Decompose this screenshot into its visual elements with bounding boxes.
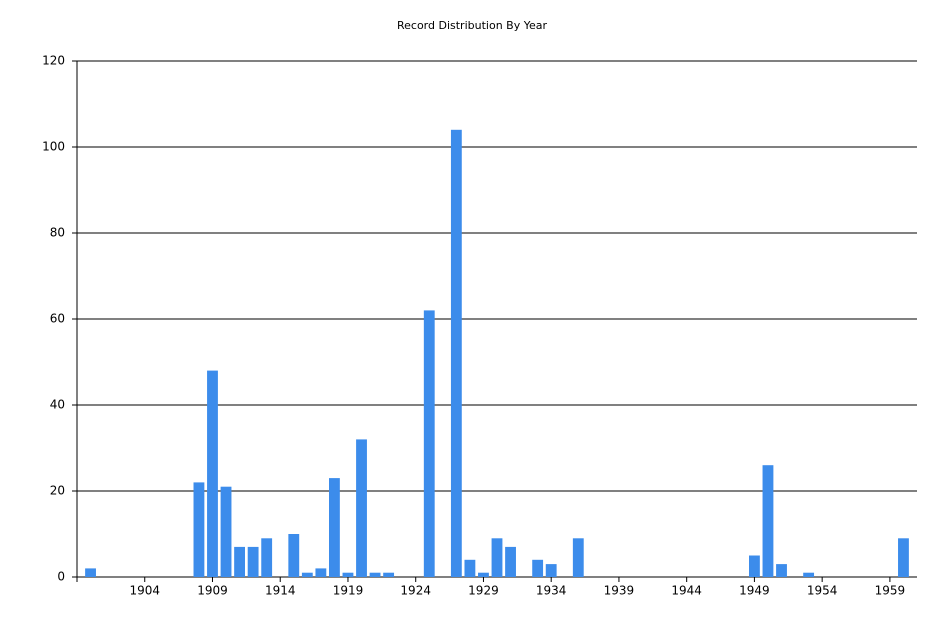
- bar: [749, 555, 760, 577]
- bar: [247, 546, 259, 577]
- bar: [207, 370, 218, 577]
- x-tick-label: 1929: [468, 584, 499, 598]
- x-tick-label: 1904: [129, 584, 160, 598]
- x-tick-label: 1959: [875, 584, 906, 598]
- x-tick-label: 1954: [807, 584, 838, 598]
- y-tick-label: 0: [57, 570, 65, 584]
- x-tick-label: 1944: [671, 584, 702, 598]
- bar: [898, 538, 909, 577]
- bar: [383, 572, 395, 577]
- bar: [261, 538, 273, 577]
- y-tick-label: 20: [50, 484, 65, 498]
- bar: [776, 564, 787, 577]
- bar: [572, 538, 584, 577]
- y-tick-label: 80: [50, 226, 65, 240]
- bar: [464, 559, 476, 577]
- x-tick-label: 1909: [197, 584, 228, 598]
- y-tick-label: 60: [50, 312, 65, 326]
- bar: [193, 482, 205, 577]
- bar: [356, 439, 367, 577]
- bar: [505, 546, 516, 577]
- x-tick-label: 1934: [536, 584, 567, 598]
- bar: [450, 129, 462, 578]
- bar: [85, 568, 96, 577]
- bar: [342, 572, 354, 577]
- x-tick-label: 1919: [333, 584, 364, 598]
- bar: [491, 538, 503, 577]
- chart-title: Record Distribution By Year: [397, 19, 547, 32]
- x-tick-label: 1949: [739, 584, 770, 598]
- bar: [301, 572, 313, 577]
- x-tick-label: 1924: [400, 584, 431, 598]
- bar: [545, 564, 557, 577]
- bar: [478, 572, 489, 577]
- bar: [220, 486, 232, 577]
- x-tick-label: 1939: [604, 584, 635, 598]
- bar: [288, 534, 300, 577]
- y-tick-label: 100: [42, 140, 65, 154]
- bar: [329, 478, 340, 577]
- y-tick-label: 40: [50, 398, 65, 412]
- y-tick-label: 120: [42, 54, 65, 68]
- bar: [315, 568, 327, 577]
- bar: [423, 310, 435, 577]
- bar: [369, 572, 381, 577]
- bar: [803, 572, 815, 577]
- bar: [762, 465, 774, 577]
- bar: [532, 559, 544, 577]
- bar: [234, 546, 245, 577]
- x-tick-label: 1914: [265, 584, 296, 598]
